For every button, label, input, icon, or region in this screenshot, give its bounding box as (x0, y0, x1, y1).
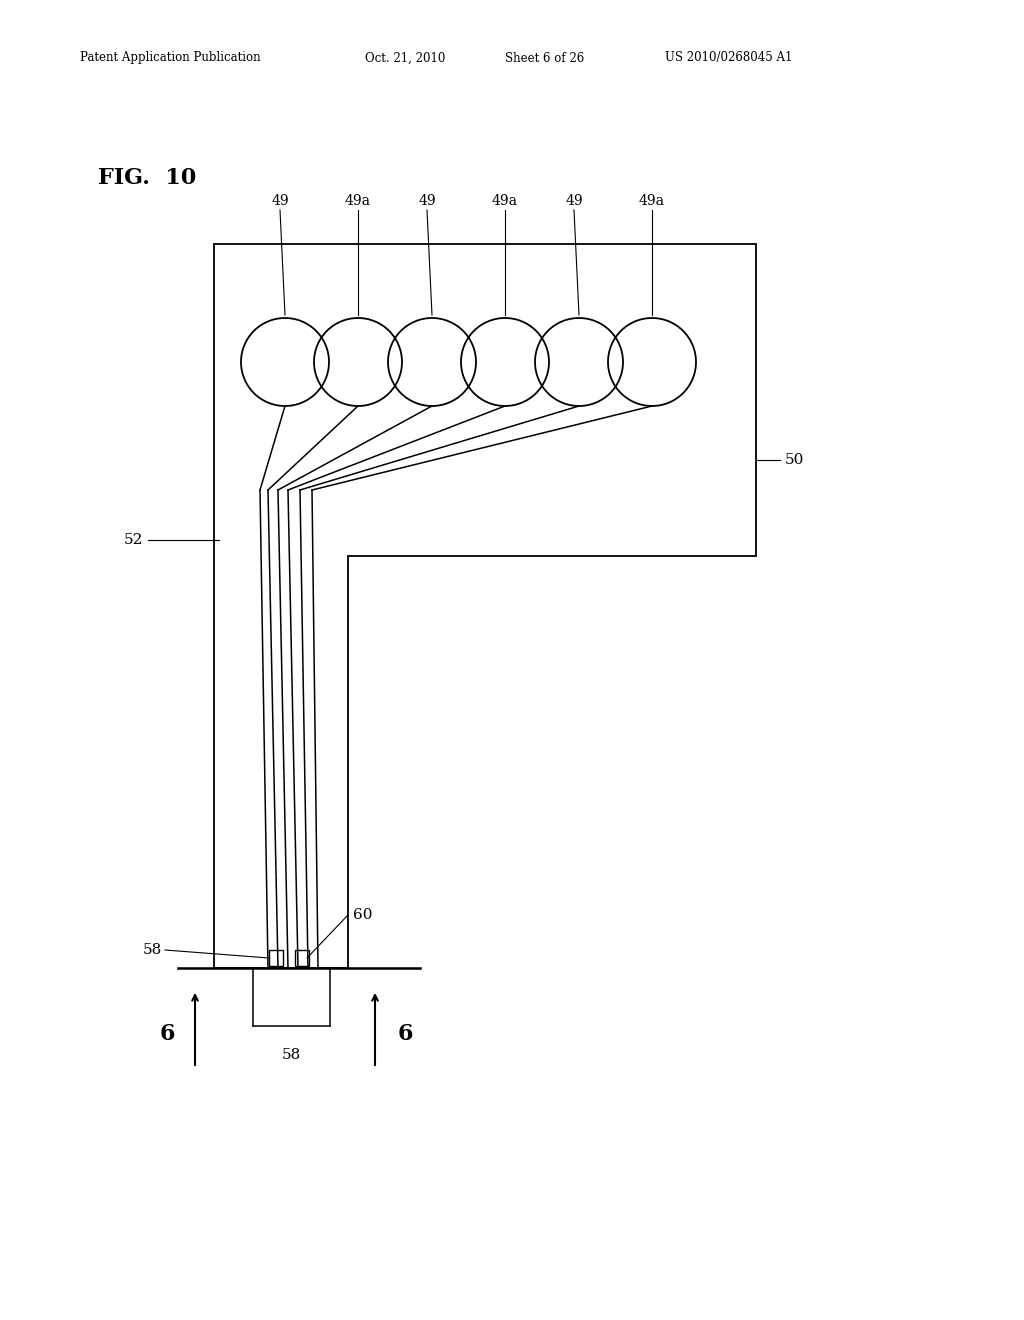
Text: 49a: 49a (492, 194, 518, 209)
Text: 58: 58 (142, 942, 162, 957)
Bar (295, 950, 309, 966)
Text: 6: 6 (397, 1023, 413, 1045)
Text: Sheet 6 of 26: Sheet 6 of 26 (505, 51, 585, 65)
Text: US 2010/0268045 A1: US 2010/0268045 A1 (665, 51, 793, 65)
Text: Patent Application Publication: Patent Application Publication (80, 51, 261, 65)
Text: 60: 60 (353, 908, 373, 921)
Text: 49: 49 (565, 194, 583, 209)
Text: 49a: 49a (639, 194, 665, 209)
Text: 6: 6 (160, 1023, 175, 1045)
Text: 49a: 49a (345, 194, 371, 209)
Text: 58: 58 (282, 1048, 301, 1063)
Text: Oct. 21, 2010: Oct. 21, 2010 (365, 51, 445, 65)
Text: 50: 50 (785, 453, 805, 467)
Text: FIG.  10: FIG. 10 (98, 168, 197, 189)
Text: 52: 52 (124, 533, 143, 546)
Text: 49: 49 (418, 194, 436, 209)
Bar (269, 950, 283, 966)
Text: 49: 49 (271, 194, 289, 209)
